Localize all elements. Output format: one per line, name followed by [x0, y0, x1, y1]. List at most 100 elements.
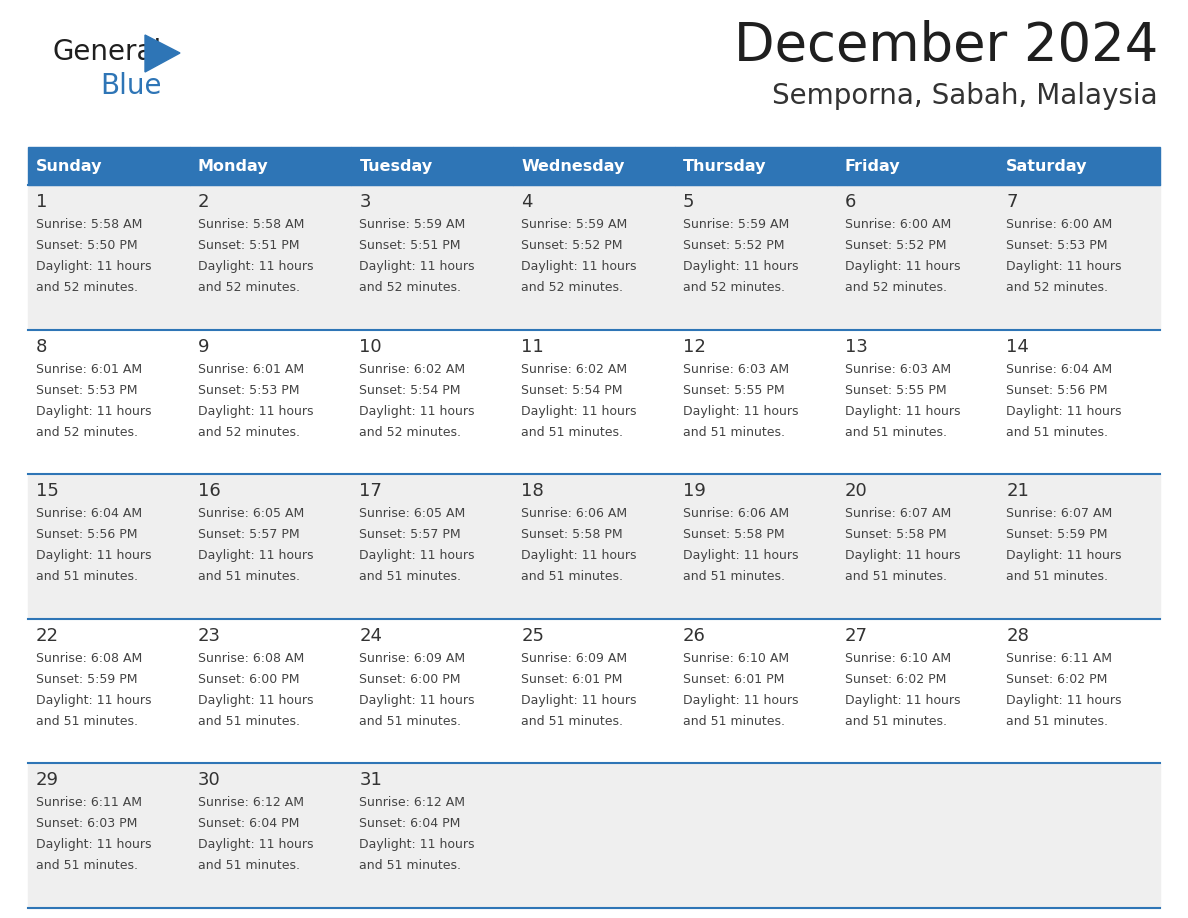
Text: Sunrise: 6:07 AM: Sunrise: 6:07 AM [1006, 508, 1112, 521]
Text: Sunset: 5:52 PM: Sunset: 5:52 PM [683, 239, 784, 252]
Text: Sunset: 5:52 PM: Sunset: 5:52 PM [522, 239, 623, 252]
Text: 5: 5 [683, 193, 694, 211]
Text: 12: 12 [683, 338, 706, 355]
Text: Sunrise: 6:09 AM: Sunrise: 6:09 AM [522, 652, 627, 665]
Text: 1: 1 [36, 193, 48, 211]
Text: Sunset: 5:53 PM: Sunset: 5:53 PM [36, 384, 138, 397]
Text: Sunrise: 6:11 AM: Sunrise: 6:11 AM [36, 797, 143, 810]
Text: and 51 minutes.: and 51 minutes. [36, 715, 138, 728]
Text: Sunset: 5:58 PM: Sunset: 5:58 PM [522, 528, 623, 542]
Text: Daylight: 11 hours: Daylight: 11 hours [683, 694, 798, 707]
Text: Saturday: Saturday [1006, 159, 1088, 174]
Text: Thursday: Thursday [683, 159, 766, 174]
Text: Semporna, Sabah, Malaysia: Semporna, Sabah, Malaysia [772, 82, 1158, 110]
Text: 3: 3 [360, 193, 371, 211]
Text: Sunset: 5:57 PM: Sunset: 5:57 PM [360, 528, 461, 542]
Text: and 52 minutes.: and 52 minutes. [845, 281, 947, 294]
Text: Sunset: 5:50 PM: Sunset: 5:50 PM [36, 239, 138, 252]
Text: Sunrise: 6:10 AM: Sunrise: 6:10 AM [683, 652, 789, 665]
Text: Daylight: 11 hours: Daylight: 11 hours [36, 694, 152, 707]
Text: and 51 minutes.: and 51 minutes. [1006, 426, 1108, 439]
Text: 13: 13 [845, 338, 867, 355]
Text: Sunset: 5:56 PM: Sunset: 5:56 PM [36, 528, 138, 542]
Text: 9: 9 [197, 338, 209, 355]
Text: Sunset: 5:55 PM: Sunset: 5:55 PM [845, 384, 946, 397]
Text: and 51 minutes.: and 51 minutes. [522, 570, 624, 583]
Text: Sunset: 6:04 PM: Sunset: 6:04 PM [197, 817, 299, 831]
Text: 25: 25 [522, 627, 544, 644]
Text: 17: 17 [360, 482, 383, 500]
Text: Sunrise: 6:08 AM: Sunrise: 6:08 AM [197, 652, 304, 665]
Text: 21: 21 [1006, 482, 1029, 500]
Text: and 51 minutes.: and 51 minutes. [1006, 715, 1108, 728]
Text: Sunset: 5:58 PM: Sunset: 5:58 PM [845, 528, 946, 542]
Text: and 52 minutes.: and 52 minutes. [36, 426, 138, 439]
Text: and 51 minutes.: and 51 minutes. [360, 570, 461, 583]
Text: and 52 minutes.: and 52 minutes. [360, 426, 461, 439]
Text: and 51 minutes.: and 51 minutes. [360, 715, 461, 728]
Text: Daylight: 11 hours: Daylight: 11 hours [522, 405, 637, 418]
Text: Tuesday: Tuesday [360, 159, 432, 174]
Text: Sunrise: 6:02 AM: Sunrise: 6:02 AM [522, 363, 627, 375]
Bar [29, 330, 1159, 475]
Text: Daylight: 11 hours: Daylight: 11 hours [845, 260, 960, 273]
Bar [29, 147, 190, 185]
Text: Sunset: 5:58 PM: Sunset: 5:58 PM [683, 528, 784, 542]
Text: Sunrise: 6:11 AM: Sunrise: 6:11 AM [1006, 652, 1112, 665]
Text: and 51 minutes.: and 51 minutes. [683, 715, 785, 728]
Text: Sunset: 5:59 PM: Sunset: 5:59 PM [1006, 528, 1107, 542]
Text: and 51 minutes.: and 51 minutes. [197, 715, 299, 728]
Text: and 52 minutes.: and 52 minutes. [197, 281, 299, 294]
Text: and 51 minutes.: and 51 minutes. [360, 859, 461, 872]
Text: Sunset: 5:54 PM: Sunset: 5:54 PM [522, 384, 623, 397]
Text: Sunrise: 5:59 AM: Sunrise: 5:59 AM [522, 218, 627, 231]
Text: General: General [52, 38, 162, 66]
Text: 6: 6 [845, 193, 855, 211]
Text: Sunset: 5:52 PM: Sunset: 5:52 PM [845, 239, 946, 252]
Text: and 52 minutes.: and 52 minutes. [1006, 281, 1108, 294]
Text: Sunset: 5:59 PM: Sunset: 5:59 PM [36, 673, 138, 686]
Text: Sunset: 5:51 PM: Sunset: 5:51 PM [360, 239, 461, 252]
Text: 10: 10 [360, 338, 383, 355]
Text: Sunset: 5:55 PM: Sunset: 5:55 PM [683, 384, 784, 397]
Text: Sunset: 6:02 PM: Sunset: 6:02 PM [845, 673, 946, 686]
Text: 4: 4 [522, 193, 532, 211]
Text: and 52 minutes.: and 52 minutes. [197, 426, 299, 439]
Text: Sunset: 6:01 PM: Sunset: 6:01 PM [522, 673, 623, 686]
Text: Sunrise: 6:01 AM: Sunrise: 6:01 AM [197, 363, 304, 375]
Bar [675, 147, 836, 185]
Text: Sunset: 5:53 PM: Sunset: 5:53 PM [197, 384, 299, 397]
Text: Sunrise: 5:58 AM: Sunrise: 5:58 AM [36, 218, 143, 231]
Text: Daylight: 11 hours: Daylight: 11 hours [36, 405, 152, 418]
Text: and 51 minutes.: and 51 minutes. [197, 859, 299, 872]
Text: and 51 minutes.: and 51 minutes. [845, 570, 947, 583]
Text: Friday: Friday [845, 159, 901, 174]
Text: Sunset: 5:56 PM: Sunset: 5:56 PM [1006, 384, 1107, 397]
Text: Daylight: 11 hours: Daylight: 11 hours [1006, 549, 1121, 562]
Text: Sunset: 6:03 PM: Sunset: 6:03 PM [36, 817, 138, 831]
Text: Sunset: 6:00 PM: Sunset: 6:00 PM [197, 673, 299, 686]
Text: Sunrise: 6:05 AM: Sunrise: 6:05 AM [197, 508, 304, 521]
Text: and 51 minutes.: and 51 minutes. [36, 570, 138, 583]
Text: 19: 19 [683, 482, 706, 500]
Text: Sunrise: 6:02 AM: Sunrise: 6:02 AM [360, 363, 466, 375]
Text: Daylight: 11 hours: Daylight: 11 hours [360, 260, 475, 273]
Text: Daylight: 11 hours: Daylight: 11 hours [360, 694, 475, 707]
Text: and 51 minutes.: and 51 minutes. [522, 715, 624, 728]
Text: 29: 29 [36, 771, 59, 789]
Text: 11: 11 [522, 338, 544, 355]
Text: 28: 28 [1006, 627, 1029, 644]
Bar [190, 147, 352, 185]
Text: and 51 minutes.: and 51 minutes. [36, 859, 138, 872]
Text: Daylight: 11 hours: Daylight: 11 hours [1006, 260, 1121, 273]
Text: Daylight: 11 hours: Daylight: 11 hours [197, 694, 314, 707]
Text: 8: 8 [36, 338, 48, 355]
Text: Sunrise: 6:04 AM: Sunrise: 6:04 AM [36, 508, 143, 521]
Text: Daylight: 11 hours: Daylight: 11 hours [1006, 694, 1121, 707]
Text: Sunrise: 6:10 AM: Sunrise: 6:10 AM [845, 652, 950, 665]
Text: Daylight: 11 hours: Daylight: 11 hours [845, 549, 960, 562]
Text: and 52 minutes.: and 52 minutes. [522, 281, 624, 294]
Text: Daylight: 11 hours: Daylight: 11 hours [845, 694, 960, 707]
Text: 14: 14 [1006, 338, 1029, 355]
Text: Sunrise: 5:59 AM: Sunrise: 5:59 AM [683, 218, 789, 231]
